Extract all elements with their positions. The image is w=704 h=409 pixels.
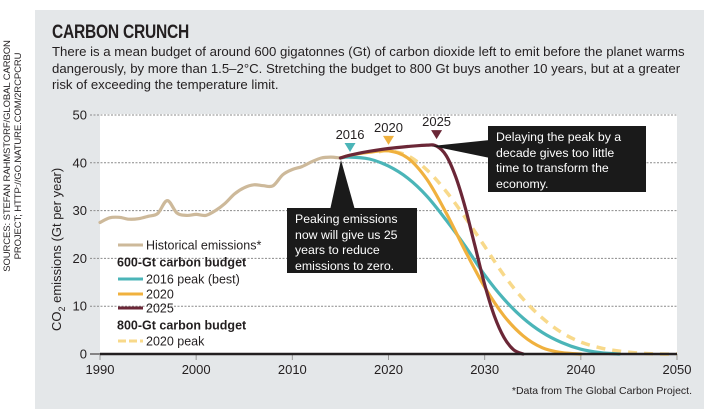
legend-label: 2025 — [146, 302, 174, 316]
right-callout: Delaying the peak by a decade gives too … — [488, 126, 646, 192]
y-axis-label-main: CO — [49, 312, 64, 332]
legend-label: Historical emissions* — [146, 239, 261, 253]
y-tick-label: 30 — [73, 203, 87, 218]
y-axis-ticks: 0 10 20 30 40 50 — [73, 108, 100, 362]
left-callout: Peaking emissions now will give us 25 ye… — [287, 208, 417, 273]
series-lines — [98, 143, 678, 356]
series-line-historical — [98, 155, 342, 225]
peak-marker-label: 2016 — [336, 127, 365, 142]
legend-label: 2020 peak — [146, 335, 205, 349]
peak-marker-2025 — [431, 130, 443, 140]
x-tick-label: 2000 — [182, 362, 211, 377]
series-line-peak2016 — [338, 155, 621, 356]
x-tick-label: 2040 — [566, 362, 595, 377]
right-callout-pointer — [432, 140, 490, 158]
series-line-peak2020_800 — [378, 148, 678, 356]
callout-pointers — [330, 140, 490, 210]
peak-markers: 2016 2020 2025 — [336, 114, 451, 153]
legend-label: 2016 peak (best) — [146, 273, 240, 287]
legend-header: 600-Gt carbon budget — [117, 256, 247, 270]
legend-label: 2020 — [146, 288, 174, 302]
x-tick-label: 2010 — [278, 362, 307, 377]
peak-marker-label: 2020 — [374, 120, 403, 135]
x-tick-label: 2030 — [470, 362, 499, 377]
x-tick-label: 1990 — [86, 362, 115, 377]
left-callout-pointer — [330, 160, 355, 210]
y-tick-label: 10 — [73, 299, 87, 314]
x-tick-label: 2020 — [374, 362, 403, 377]
y-axis-label: CO2 emissions (Gt per year) — [49, 168, 67, 331]
y-axis-label-sub: 2 — [57, 306, 67, 311]
peak-marker-2020 — [383, 135, 394, 145]
y-tick-label: 50 — [73, 108, 87, 123]
chart-subtitle: There is a mean budget of around 600 gig… — [52, 44, 685, 92]
y-tick-label: 0 — [80, 347, 87, 362]
legend-header: 800-Gt carbon budget — [117, 319, 247, 333]
y-tick-label: 40 — [73, 155, 87, 170]
chart-title: CARBON CRUNCH — [52, 22, 190, 43]
x-tick-label: 2050 — [663, 362, 692, 377]
x-axis-ticks: 1990 2000 2010 2020 2030 2040 2050 — [86, 354, 692, 377]
peak-marker-2016 — [344, 143, 356, 153]
peak-marker-label: 2025 — [422, 114, 451, 129]
legend: Historical emissions* 600-Gt carbon budge… — [117, 239, 261, 349]
y-tick-label: 20 — [73, 251, 87, 266]
y-axis-label-rest: emissions (Gt per year) — [49, 168, 64, 307]
footnote: *Data from The Global Carbon Project. — [511, 385, 692, 397]
series-line-peak2025 — [338, 143, 525, 356]
